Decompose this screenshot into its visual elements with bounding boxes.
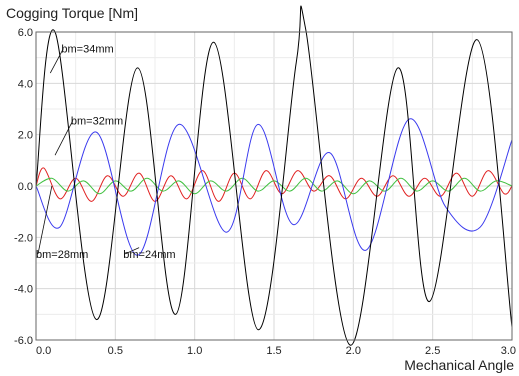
annotation-label: bm=34mm [61, 44, 113, 56]
series-line-bm-34mm [35, 5, 513, 346]
annotation-label: bm=28mm [36, 249, 88, 261]
annotation-label: bm=24mm [123, 249, 175, 261]
series-line-bm-32mm [35, 118, 513, 256]
series-line-bm-28mm [35, 167, 513, 202]
x-tick-label: 2.5 [425, 345, 440, 357]
annotation-leader [125, 247, 140, 255]
series-group [35, 5, 513, 346]
y-tick-label: -2.0 [14, 232, 33, 244]
y-axis-label: Cogging Torque [Nm] [6, 5, 138, 21]
annotation-label: bm=32mm [71, 115, 123, 127]
plot-frame [35, 31, 513, 341]
x-tick-label: 3.0 [501, 345, 516, 357]
y-tick-label: 6.0 [18, 27, 33, 39]
x-tick-label: 1.5 [266, 345, 281, 357]
y-tick-label: 2.0 [18, 130, 33, 142]
x-tick-label: 0.0 [36, 345, 51, 357]
x-tick-label: 2.0 [346, 345, 361, 357]
y-tick-label: -6.0 [14, 335, 33, 347]
x-axis-label: Mechanical Angle [404, 357, 514, 373]
y-tick-label: 0.0 [18, 181, 33, 193]
annotation-leader [54, 120, 74, 156]
y-tick-label: 4.0 [18, 78, 33, 90]
tick-labels: 0.0 0.5 1.0 1.5 2.0 2.5 3.0 6.0 4.0 2.0 0.0 -2.0 -4.… [14, 27, 516, 357]
x-tick-label: 1.0 [187, 345, 202, 357]
x-tick-label: 0.5 [108, 345, 123, 357]
series-line-bm-24mm [35, 177, 513, 195]
annotation-leader [49, 48, 64, 74]
annotations: bm=34mm bm=32mm bm=28mm bm=24mm [36, 44, 176, 261]
y-tick-label: -4.0 [14, 284, 33, 296]
annotation-leader [37, 185, 53, 254]
